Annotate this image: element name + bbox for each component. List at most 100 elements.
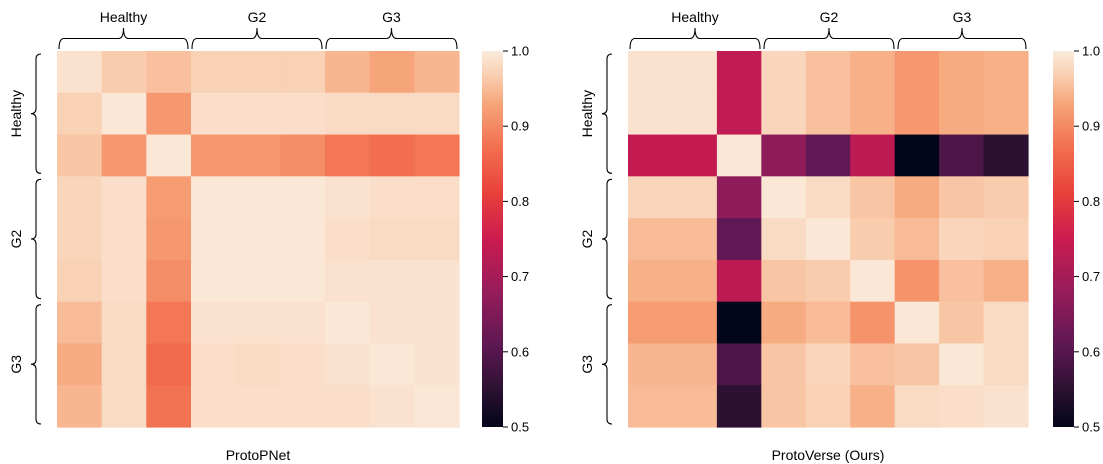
- heatmap-cell: [939, 176, 985, 219]
- heatmap-cell: [716, 301, 762, 345]
- heatmap-cell: [894, 92, 940, 136]
- heatmap-cell: [672, 301, 718, 345]
- group-label-top: G2: [820, 9, 839, 25]
- heatmap-cell: [939, 134, 985, 177]
- heatmap-cell: [628, 51, 674, 94]
- heatmap-cell: [628, 134, 674, 177]
- group-label-top: G3: [382, 9, 401, 25]
- heatmap-cell: [716, 259, 762, 303]
- heatmap-cell: [894, 176, 940, 219]
- heatmap-cell: [57, 92, 103, 136]
- heatmap-cell: [325, 301, 371, 345]
- heatmap-cell: [280, 51, 326, 94]
- heatmap-cell: [191, 343, 237, 386]
- heatmap-cell: [939, 385, 985, 428]
- panel-caption: ProtoPNet: [226, 447, 291, 463]
- panel-caption: ProtoVerse (Ours): [772, 447, 885, 463]
- heatmap-cell: [414, 301, 460, 345]
- heatmap-cell: [716, 218, 762, 261]
- colorbar-tick-label: 1.0: [511, 44, 529, 59]
- heatmap-cell: [414, 259, 460, 303]
- heatmap-cell: [939, 51, 985, 94]
- heatmap-cell: [280, 259, 326, 303]
- heatmap-cell: [57, 343, 103, 386]
- group-label-top: Healthy: [100, 9, 147, 25]
- heatmap-cell: [146, 92, 192, 136]
- colorbar: [1053, 51, 1074, 427]
- colorbar-tick-label: 0.6: [511, 344, 529, 359]
- heatmap-cell: [414, 92, 460, 136]
- heatmap-cell: [628, 259, 674, 303]
- heatmap-cell: [805, 385, 851, 428]
- heatmap-cell: [983, 301, 1029, 345]
- heatmap-cell: [983, 92, 1029, 136]
- group-brace-left: [30, 304, 42, 425]
- group-label-top: G3: [953, 9, 972, 25]
- colorbar-tick-label: 0.6: [1082, 344, 1100, 359]
- heatmap-cell: [761, 259, 807, 303]
- heatmap-cell: [235, 301, 281, 345]
- heatmap-cell: [325, 51, 371, 94]
- heatmap-cell: [235, 134, 281, 177]
- heatmap-cell: [894, 51, 940, 94]
- heatmap-cell: [761, 92, 807, 136]
- heatmap-cell: [894, 385, 940, 428]
- heatmap-cell: [761, 385, 807, 428]
- heatmap-cell: [369, 176, 415, 219]
- group-brace-top: [191, 27, 323, 50]
- heatmap-cell: [894, 259, 940, 303]
- heatmap-cell: [939, 343, 985, 386]
- heatmap-cell: [805, 301, 851, 345]
- heatmap-cell: [101, 134, 147, 177]
- group-label-left: Healthy: [579, 90, 595, 137]
- heatmap-cell: [101, 51, 147, 94]
- heatmap-cell: [191, 218, 237, 261]
- heatmap-cell: [894, 343, 940, 386]
- heatmap-cell: [716, 92, 762, 136]
- heatmap-cell: [414, 218, 460, 261]
- heatmap-cell: [805, 51, 851, 94]
- heatmap-cell: [280, 176, 326, 219]
- heatmap-cell: [101, 218, 147, 261]
- heatmap-cell: [805, 134, 851, 177]
- heatmap-cell: [191, 301, 237, 345]
- heatmap-cell: [805, 343, 851, 386]
- heatmap-panel-2: Healthy G2 G3 Healthy G2 G3 0.5 0.6 0.7 0.8 0.9 1.0…: [579, 9, 1100, 463]
- group-label-left: G3: [579, 355, 595, 374]
- heatmap-cell: [146, 134, 192, 177]
- group-brace-top: [325, 27, 458, 50]
- heatmap-cell: [672, 343, 718, 386]
- heatmap-cell: [57, 51, 103, 94]
- heatmap-cell: [939, 218, 985, 261]
- heatmap-cell: [57, 176, 103, 219]
- heatmap-cell: [57, 218, 103, 261]
- heatmap-cell: [983, 134, 1029, 177]
- heatmap-cell: [235, 92, 281, 136]
- heatmap-cell: [191, 92, 237, 136]
- heatmap-cell: [369, 134, 415, 177]
- heatmap-cell: [628, 218, 674, 261]
- heatmap-cell: [235, 385, 281, 428]
- heatmap-cell: [325, 92, 371, 136]
- heatmap-cell: [235, 176, 281, 219]
- heatmap-cell: [146, 218, 192, 261]
- heatmap-cell: [983, 51, 1029, 94]
- colorbar-tick-label: 0.5: [1082, 420, 1100, 435]
- heatmap-cell: [850, 176, 896, 219]
- heatmap-cell: [146, 301, 192, 345]
- heatmap-cell: [850, 385, 896, 428]
- heatmap-cell: [146, 385, 192, 428]
- heatmap-cell: [369, 343, 415, 386]
- group-brace-top: [763, 27, 895, 50]
- heatmap-cell: [672, 385, 718, 428]
- heatmap-cell: [716, 134, 762, 177]
- heatmap-cell: [325, 176, 371, 219]
- group-brace-top: [629, 27, 761, 50]
- heatmap-cell: [146, 343, 192, 386]
- heatmap-cell: [146, 176, 192, 219]
- group-brace-left: [601, 178, 613, 300]
- heatmap-cell: [57, 259, 103, 303]
- heatmap-cell: [146, 51, 192, 94]
- colorbar-tick-label: 0.7: [1082, 269, 1100, 284]
